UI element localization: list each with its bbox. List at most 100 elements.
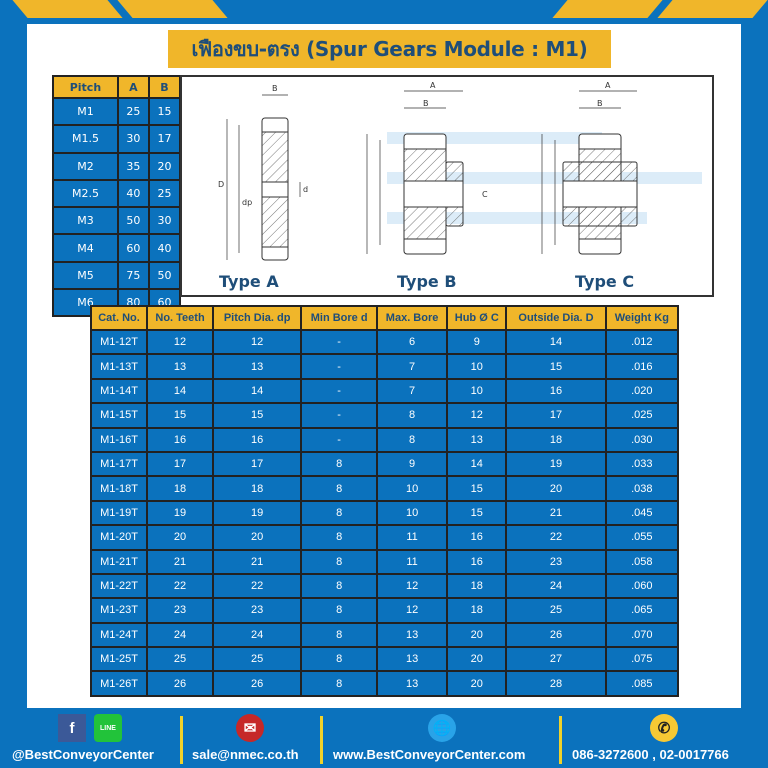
phone-icon[interactable]: ✆ — [650, 714, 678, 742]
table-cell: 22 — [212, 572, 303, 600]
table-cell: 17 — [505, 402, 607, 429]
table-cell: .012 — [604, 328, 680, 356]
table-cell: 12 — [212, 328, 303, 356]
table-cell: 28 — [505, 670, 607, 697]
gear-type-c — [541, 90, 638, 255]
table-cell: 25 — [147, 178, 182, 209]
spec-table: Cat. No. No. Teeth Pitch Dia. dp Min Bore d… — [89, 305, 680, 697]
table-row: M1-24T 24 24 8 13 20 26.070 — [89, 621, 680, 649]
table-cell: 25 — [212, 646, 303, 673]
email-link[interactable]: sale@nmec.co.th — [192, 747, 299, 762]
table-cell: 19 — [212, 499, 303, 527]
divider — [559, 716, 562, 764]
table-cell: 50 — [116, 206, 150, 236]
gear-type-b — [366, 90, 464, 255]
table-cell: 30 — [116, 124, 150, 154]
table-cell: M1-20T — [89, 524, 149, 551]
column-header: Pitch — [52, 75, 119, 99]
table-cell: 16 — [505, 377, 607, 405]
email-icon[interactable]: ✉ — [236, 714, 264, 742]
table-cell: 8 — [300, 670, 378, 697]
table-cell: .016 — [604, 353, 680, 380]
table-cell: .075 — [604, 646, 680, 673]
table-cell: 25 — [505, 597, 607, 624]
table-cell: - — [300, 377, 378, 405]
table-cell: 60 — [116, 233, 150, 263]
table-cell: 20 — [446, 646, 508, 673]
table-row: M2.5 40 25 — [52, 178, 182, 209]
table-cell: 8 — [375, 402, 449, 429]
dim-bore-label: d — [303, 185, 308, 194]
pitch-table: Pitch A B M1 25 15 M1.5 30 17 M2 35 20 M2.5 40 25 M3 50 3… — [52, 75, 182, 318]
table-row: M1-14T 14 14-7 10 16.020 — [89, 377, 680, 405]
table-cell: 16 — [446, 548, 508, 575]
table-cell: 19 — [505, 450, 607, 478]
type-c-label: Type C — [575, 272, 634, 291]
table-cell: 8 — [300, 475, 378, 502]
table-row: M1-17T 17 17 8 9 14 19.033 — [89, 450, 680, 478]
table-row: M1-13T 13 13-7 10 15.016 — [89, 353, 680, 380]
column-header: Weight Kg — [604, 305, 680, 331]
table-cell: M1-18T — [89, 475, 149, 502]
table-cell: 10 — [375, 475, 449, 502]
column-header: Pitch Dia. dp — [212, 305, 303, 331]
dim-c-label: C — [482, 190, 488, 199]
type-a-label: Type A — [219, 272, 279, 291]
decor-stripe — [552, 0, 663, 18]
table-row: M3 50 30 — [52, 206, 182, 236]
table-cell: 22 — [505, 524, 607, 551]
table-cell: .055 — [604, 524, 680, 551]
table-cell: M2 — [52, 151, 119, 181]
table-cell: M4 — [52, 233, 119, 263]
table-cell: M1 — [52, 96, 119, 127]
table-cell: 24 — [146, 621, 215, 649]
table-cell: 17 — [146, 450, 215, 478]
decor-stripe — [657, 0, 768, 18]
table-cell: M1-24T — [89, 621, 149, 649]
table-cell: 25 — [116, 96, 150, 127]
table-cell: 40 — [147, 233, 182, 263]
dim-a-label: A — [605, 81, 611, 90]
table-row: M1-12T 12 12-6 9 14.012 — [89, 328, 680, 356]
table-cell: 8 — [300, 524, 378, 551]
column-header: Cat. No. — [89, 305, 149, 331]
table-cell: 23 — [505, 548, 607, 575]
table-cell: 20 — [446, 621, 508, 649]
table-cell: 19 — [146, 499, 215, 527]
table-cell: 18 — [146, 475, 215, 502]
table-cell: 13 — [212, 353, 303, 380]
table-cell: .060 — [604, 572, 680, 600]
table-cell: 21 — [505, 499, 607, 527]
table-cell: 40 — [116, 178, 150, 209]
table-row: M2 35 20 — [52, 151, 182, 181]
table-row: M1-15T 15 15-8 12 17.025 — [89, 402, 680, 429]
table-row: M1-21T 21 21 8 11 16 23.058 — [89, 548, 680, 575]
table-cell: 10 — [375, 499, 449, 527]
table-row: M1.5 30 17 — [52, 124, 182, 154]
table-cell: 8 — [300, 646, 378, 673]
facebook-icon[interactable]: f — [58, 714, 86, 742]
website-link[interactable]: www.BestConveyorCenter.com — [333, 747, 526, 762]
table-cell: 23 — [212, 597, 303, 624]
globe-icon[interactable]: 🌐 — [428, 714, 456, 742]
table-cell: 21 — [146, 548, 215, 575]
table-cell: 18 — [446, 572, 508, 600]
table-cell: 15 — [446, 475, 508, 502]
dim-d-label: D — [218, 180, 224, 189]
line-icon[interactable]: LINE — [94, 714, 122, 742]
table-cell: 6 — [375, 328, 449, 356]
phone-number[interactable]: 086-3272600 , 02-0017766 — [572, 747, 729, 762]
dim-b-label: B — [423, 99, 429, 108]
table-row: M1-22T 22 22 8 12 18 24.060 — [89, 572, 680, 600]
table-cell: 9 — [446, 328, 508, 356]
table-cell: 35 — [116, 151, 150, 181]
table-row: M1-25T 25 25 8 13 20 27.075 — [89, 646, 680, 673]
social-handle[interactable]: @BestConveyorCenter — [12, 747, 154, 762]
divider — [320, 716, 323, 764]
table-cell: 13 — [375, 670, 449, 697]
footer: f LINE @BestConveyorCenter ✉ sale@nmec.c… — [0, 712, 768, 768]
table-cell: 12 — [375, 572, 449, 600]
table-cell: 13 — [375, 621, 449, 649]
table-row: M1-20T 20 20 8 11 16 22.055 — [89, 524, 680, 551]
table-cell: 8 — [375, 426, 449, 453]
